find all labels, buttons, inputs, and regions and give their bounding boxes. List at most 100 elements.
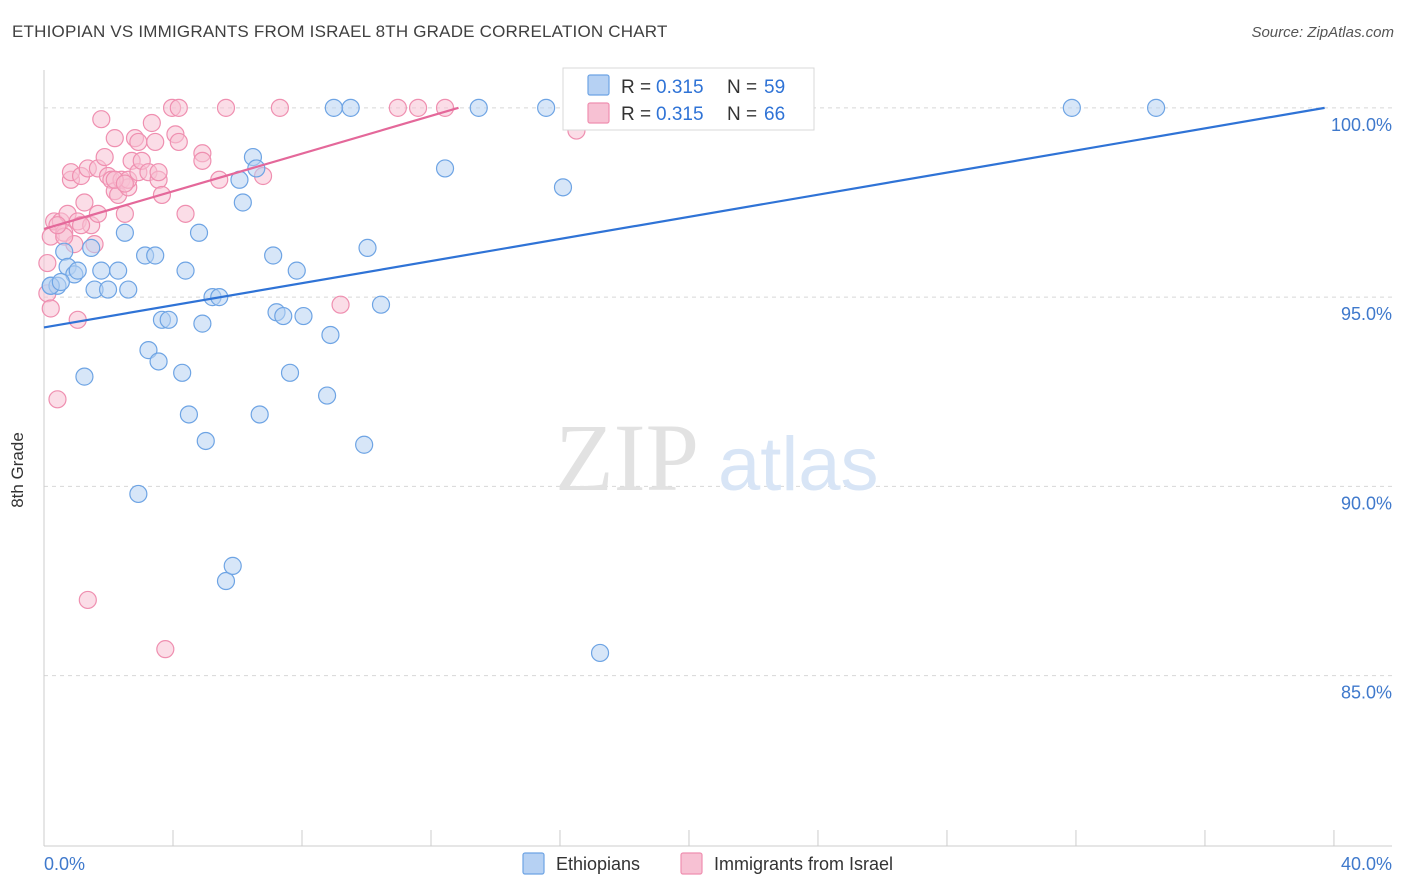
data-point-ethiopians (51, 272, 70, 292)
data-point-israel (71, 216, 91, 235)
data-point-israel (149, 163, 168, 182)
legend-swatch-israel (680, 852, 703, 875)
data-point-ethiopians (355, 435, 374, 454)
data-point-ethiopians (173, 363, 192, 382)
data-point-israel (270, 98, 289, 117)
source-credit: Source: ZipAtlas.com (1251, 24, 1394, 41)
legend-label-ethiopians: Ethiopians (556, 854, 640, 874)
data-point-ethiopians (553, 178, 573, 197)
data-point-israel (75, 193, 94, 212)
data-point-ethiopians (294, 306, 313, 326)
y-tick-labels: 85.0% 90.0% 95.0% 100.0% (1331, 115, 1392, 703)
data-point-ethiopians (82, 238, 101, 258)
data-point-israel (95, 147, 114, 167)
data-point-israel (169, 132, 188, 152)
data-point-ethiopians (590, 643, 610, 663)
legend-swatch-ethiopians (522, 852, 545, 875)
data-point-ethiopians (92, 261, 111, 280)
trend-lines (43, 106, 1325, 329)
data-point-israel (146, 132, 165, 152)
grid (44, 107, 1392, 677)
y-tick-label: 85.0% (1341, 683, 1392, 703)
x-tick-label-max: 40.0% (1341, 854, 1392, 874)
data-point-ethiopians (1062, 98, 1081, 117)
data-point-ethiopians (371, 295, 391, 314)
data-point-israel (38, 253, 57, 273)
y-tick-label: 90.0% (1341, 493, 1392, 513)
data-point-israel (169, 98, 188, 117)
y-tick-label: 95.0% (1341, 304, 1392, 324)
stats-n-label-ethiopians: N = (727, 77, 757, 98)
watermark-atlas: atlas (718, 422, 879, 507)
data-point-ethiopians (264, 246, 283, 265)
data-point-israel (78, 590, 97, 610)
data-point-ethiopians (109, 261, 128, 280)
stats-n-label-israel: N = (727, 104, 757, 125)
data-point-ethiopians (115, 223, 134, 242)
series-legend: Ethiopians Immigrants from Israel (522, 852, 893, 875)
data-point-israel (48, 390, 67, 409)
data-point-ethiopians (193, 314, 212, 333)
x-tick-label-min: 0.0% (44, 854, 85, 874)
data-point-ethiopians (139, 341, 158, 360)
data-point-ethiopians (469, 98, 488, 117)
data-point-ethiopians (179, 405, 199, 424)
series-immigrants-from-israel-points (38, 98, 586, 659)
data-point-israel (216, 98, 236, 117)
data-point-ethiopians (98, 280, 118, 299)
stats-n-value-ethiopians: 59 (764, 77, 785, 98)
data-point-ethiopians (146, 246, 165, 265)
stats-r-value-israel: 0.315 (656, 104, 704, 125)
data-point-israel (142, 113, 161, 133)
stats-r-label-israel: R = (621, 104, 651, 125)
data-point-ethiopians (129, 484, 148, 504)
data-point-ethiopians (189, 223, 209, 242)
legend-label-israel: Immigrants from Israel (714, 854, 893, 874)
x-ticks (43, 830, 1335, 846)
stats-r-value-ethiopians: 0.315 (656, 77, 704, 98)
data-point-ethiopians (159, 310, 178, 329)
data-point-ethiopians (274, 306, 293, 326)
data-point-israel (331, 295, 350, 314)
data-point-ethiopians (280, 363, 300, 382)
data-point-israel (115, 174, 134, 193)
stats-legend: R = 0.315 N = 59 R = 0.315 N = 66 (562, 67, 815, 131)
data-point-israel (408, 98, 428, 117)
data-point-ethiopians (317, 386, 337, 405)
data-point-ethiopians (287, 261, 306, 280)
data-point-israel (193, 151, 212, 170)
data-point-israel (41, 299, 60, 318)
data-point-ethiopians (223, 556, 242, 575)
y-tick-label: 100.0% (1331, 115, 1392, 135)
data-point-ethiopians (75, 367, 94, 386)
trend-line-ethiopians (43, 106, 1325, 329)
data-point-ethiopians (176, 261, 195, 280)
data-point-israel (388, 98, 407, 117)
data-point-ethiopians (149, 352, 168, 371)
data-point-ethiopians (321, 325, 340, 345)
trend-line-israel (43, 106, 459, 231)
data-point-israel (176, 204, 195, 223)
data-point-ethiopians (233, 193, 252, 212)
data-point-ethiopians (341, 98, 360, 117)
stats-n-value-israel: 66 (764, 104, 785, 125)
data-point-ethiopians (196, 431, 215, 451)
watermark-zip: ZIP (555, 404, 699, 511)
data-point-ethiopians (1146, 98, 1166, 117)
chart-title: ETHIOPIAN VS IMMIGRANTS FROM ISRAEL 8TH … (12, 22, 668, 41)
data-point-ethiopians (119, 280, 138, 299)
data-point-ethiopians (435, 159, 455, 178)
data-point-israel (105, 129, 124, 148)
axes (43, 70, 1392, 847)
data-point-ethiopians (55, 242, 74, 261)
data-point-israel (156, 640, 175, 659)
series-ethiopians-points (41, 98, 1166, 663)
data-point-ethiopians (216, 571, 236, 591)
stats-legend-swatch-ethiopians (587, 74, 610, 96)
data-point-ethiopians (537, 98, 556, 117)
data-point-israel (129, 132, 148, 152)
data-point-ethiopians (68, 261, 87, 280)
data-point-ethiopians (358, 238, 377, 258)
data-point-israel (92, 110, 111, 129)
